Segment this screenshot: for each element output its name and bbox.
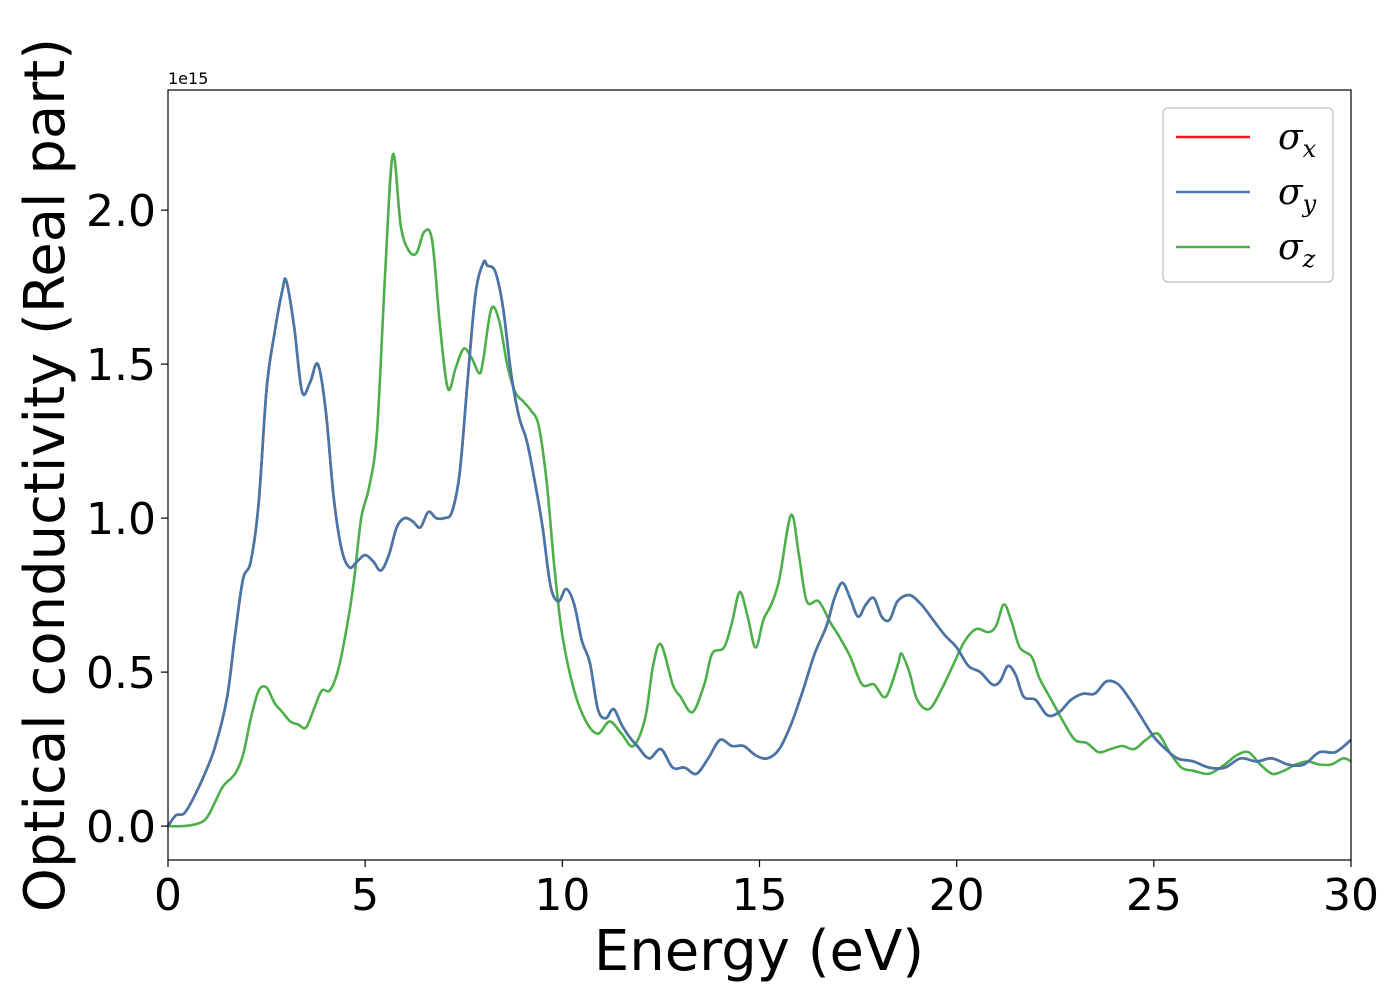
y-tick-label: 2.0 [86,186,156,237]
y-tick-label: 1.0 [86,494,156,545]
y-tick-label: 0.5 [86,648,156,699]
series-line-z [167,152,1352,828]
y-tick-label: 1.5 [86,340,156,391]
y-axis-label: Optical conductivity (Real part) [13,38,78,912]
series-line-y [166,259,1352,827]
x-tick-label: 25 [1126,870,1182,921]
ticks-layer: 0 5 10 15 20 25 30 0.0 0.5 1.0 1.5 2.0 [86,186,1379,921]
y-tick-label: 0.0 [86,802,156,853]
x-tick-label: 5 [351,870,379,921]
legend-box [1162,107,1334,283]
x-axis-label: Energy (eV) [594,919,924,984]
x-tick-label: 15 [732,870,788,921]
legend-label-z: σz [1278,227,1316,273]
legend: σx σy σz [1162,107,1334,283]
x-tick-label: 10 [534,870,590,921]
series-layer [166,152,1352,828]
legend-label-y: σy [1278,172,1317,218]
series-line-x [166,259,1352,827]
plot-frame [167,89,1352,861]
x-tick-label: 0 [154,870,182,921]
x-tick-label: 30 [1323,870,1379,921]
x-tick-label: 20 [929,870,985,921]
legend-label-x: σx [1278,117,1317,163]
y-offset-label: 1e15 [168,69,208,88]
